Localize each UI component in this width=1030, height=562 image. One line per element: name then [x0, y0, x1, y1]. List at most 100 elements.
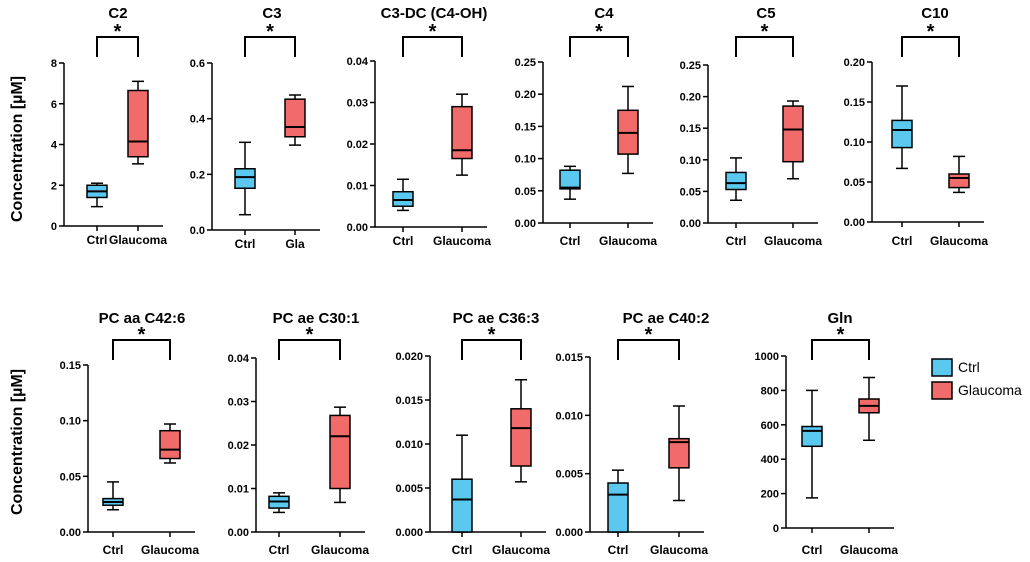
panel-3: C3-DC (C4-OH)* 0.00 0.01 0.02 0.03 0.04 Ctrl Gl…: [347, 5, 492, 248]
panel-2: C3* 0.0 0.2 0.4 0.6 Ctrl Gla: [190, 5, 320, 251]
y-tick-label: 0.20: [680, 92, 701, 104]
x-tick-label-ctrl: Ctrl: [560, 234, 581, 248]
significance-bracket: [461, 339, 522, 360]
box-iqr: [668, 437, 690, 469]
box-glaucoma: [668, 405, 690, 502]
box-ctrl: [234, 141, 256, 216]
box-ctrl: [559, 165, 581, 200]
y-tick-label: 800: [761, 385, 779, 397]
box-iqr: [607, 482, 629, 533]
y-tick-label: 0.000: [555, 527, 583, 539]
y-tick-label: 0.015: [555, 352, 583, 364]
y-tick-label: 0.00: [680, 218, 701, 230]
y-tick-label: 0.10: [60, 416, 81, 428]
panel-title: C4: [594, 5, 614, 22]
y-tick-label: 0.2: [190, 169, 205, 181]
y-tick-label: 0.0: [190, 225, 205, 237]
panel-9: PC ae C36:3* 0.000 0.005 0.010 0.015 0.020 Ctr…: [395, 310, 550, 557]
y-tick-label: 4: [51, 140, 58, 152]
panel-title: PC ae C30:1: [273, 310, 360, 327]
x-tick-label-glaucoma: Glaucoma: [930, 234, 988, 248]
x-tick-label-ctrl: Ctrl: [608, 543, 629, 557]
significance-bracket: [569, 36, 629, 57]
box-iqr: [451, 105, 473, 160]
y-tick-label: 0.02: [228, 440, 249, 452]
significance-star: *: [645, 324, 653, 346]
y-tick-label: 0.00: [228, 527, 249, 539]
x-tick-label-glaucoma: Glaucoma: [650, 543, 708, 557]
x-tick-label-ctrl: Ctrl: [87, 233, 108, 247]
x-tick-label-ctrl: Ctrl: [235, 237, 256, 251]
y-tick-label: 0.01: [228, 484, 249, 496]
y-tick-label: 0.05: [60, 471, 81, 483]
significance-bracket: [278, 339, 341, 360]
y-tick-label: 0.15: [680, 123, 701, 135]
significance-bracket: [244, 36, 296, 57]
y-tick-label: 8: [51, 58, 57, 70]
y-tick-label: 0.4: [190, 114, 206, 126]
y-tick-label: 0.04: [228, 353, 250, 365]
y-tick-label: 0.04: [347, 56, 369, 68]
box-iqr: [329, 414, 351, 490]
x-tick-label-glaucoma: Glaucoma: [141, 543, 199, 557]
y-tick-label: 1000: [755, 351, 779, 363]
significance-bracket: [735, 36, 794, 57]
panel-4: C4* 0.00 0.05 0.10 0.15 0.20 0.25 Ctrl Glaucoma: [515, 5, 658, 248]
significance-star: *: [837, 324, 845, 346]
y-tick-label: 0.25: [515, 57, 536, 69]
box-ctrl: [607, 469, 629, 533]
x-tick-label-ctrl: Ctrl: [452, 543, 473, 557]
legend-swatch-ctrl: [931, 358, 953, 377]
box-glaucoma: [329, 406, 351, 504]
panel-10: PC ae C40:2* 0.000 0.005 0.010 0.015 Ctrl Glau…: [555, 310, 709, 557]
y-tick-label: 0: [51, 221, 57, 233]
panel-7: PC aa C42:6* 0.00 0.05 0.10 0.15 Ctrl Glaucoma: [60, 310, 200, 557]
y-tick-label: 0.20: [515, 89, 536, 101]
x-tick-label-glaucoma: Glaucoma: [433, 234, 491, 248]
y-tick-label: 0.015: [395, 395, 423, 407]
x-tick-label-ctrl: Ctrl: [269, 543, 290, 557]
y-tick-label: 0.00: [844, 217, 865, 229]
box-ctrl: [725, 157, 747, 201]
y-tick-label: 0.01: [347, 181, 368, 193]
box-iqr: [234, 168, 256, 189]
box-glaucoma: [782, 100, 804, 180]
y-tick-label: 0.02: [347, 139, 368, 151]
y-tick-label: 200: [761, 489, 779, 501]
y-tick-label: 0.05: [680, 186, 701, 198]
x-tick-label-glaucoma: Glaucoma: [492, 543, 550, 557]
y-tick-label: 0.03: [228, 397, 249, 409]
panel-5: C5* 0.00 0.05 0.10 0.15 0.20 0.25 Ctrl Glaucoma: [680, 5, 823, 248]
box-iqr: [392, 190, 414, 208]
y-tick-label: 0.00: [347, 222, 368, 234]
y-tick-label: 600: [761, 420, 779, 432]
y-tick-label: 0.6: [190, 58, 205, 70]
significance-bracket: [901, 36, 960, 57]
panel-6: C10* 0.00 0.05 0.10 0.15 0.20 Ctrl Glaucoma: [844, 5, 989, 248]
box-iqr: [510, 408, 532, 467]
box-iqr: [891, 119, 913, 149]
x-tick-label-glaucoma: Glaucoma: [599, 234, 657, 248]
significance-star: *: [927, 21, 935, 43]
box-glaucoma: [451, 93, 473, 176]
x-tick-label-ctrl: Ctrl: [393, 234, 414, 248]
panel-title: C3: [262, 5, 281, 22]
legend: Ctrl Glaucoma: [931, 358, 1022, 400]
box-ctrl: [451, 434, 473, 533]
y-tick-label: 0.020: [395, 351, 423, 363]
significance-star: *: [114, 21, 122, 43]
y-tick-label: 0.010: [395, 439, 423, 451]
y-tick-label: 2: [51, 180, 57, 192]
y-tick-label: 0.05: [515, 186, 536, 198]
y-tick-label: 0.05: [844, 177, 865, 189]
box-ctrl: [392, 178, 414, 212]
legend-swatch-glaucoma: [931, 381, 953, 400]
y-tick-label: 0.10: [680, 155, 701, 167]
x-tick-label-glaucoma: Glaucoma: [764, 234, 822, 248]
box-ctrl: [268, 492, 290, 514]
box-iqr: [284, 98, 306, 138]
y-tick-label: 0.005: [395, 483, 423, 495]
panel-title: Gln: [828, 310, 853, 327]
x-tick-label-ctrl: Ctrl: [802, 543, 823, 557]
